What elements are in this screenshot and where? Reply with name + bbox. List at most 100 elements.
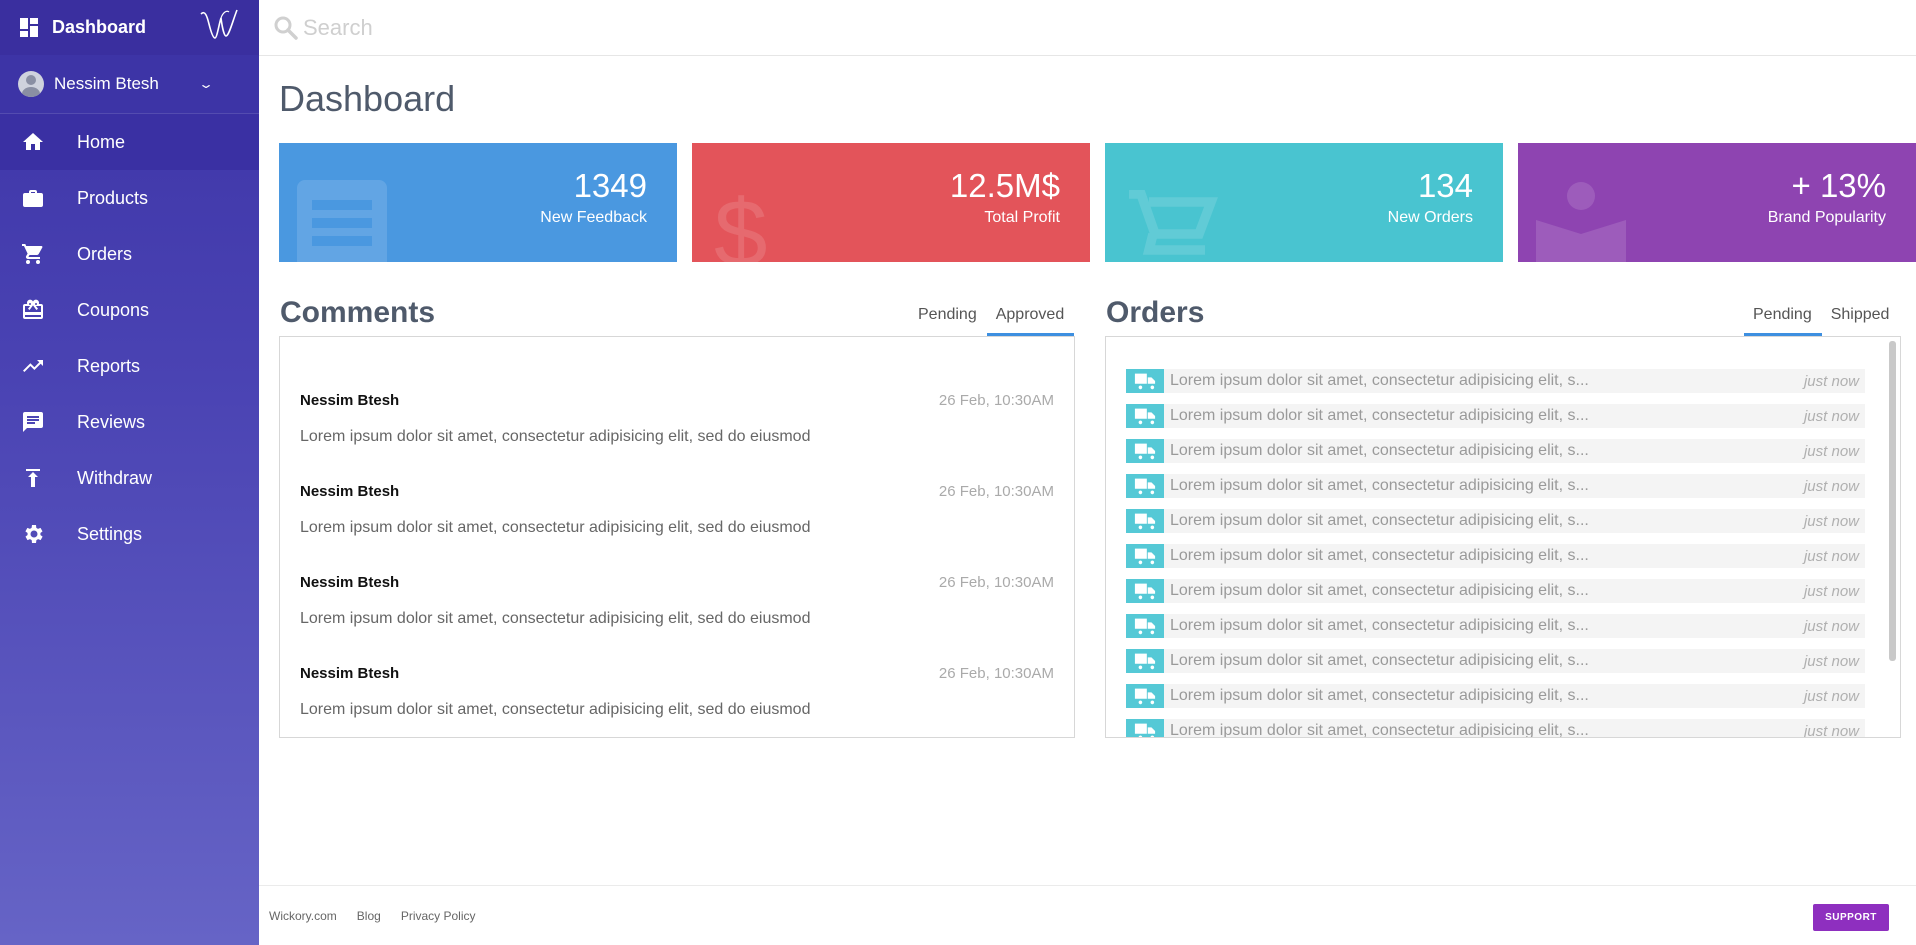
order-time: just now	[1803, 477, 1859, 495]
stat-card-feedback[interactable]: 1349 New Feedback	[279, 143, 677, 262]
sidebar-item-label: Products	[77, 187, 149, 208]
list-item[interactable]: Lorem ipsum dolor sit amet, consectetur …	[1126, 509, 1865, 533]
sidebar-item-home[interactable]: Home	[0, 114, 259, 170]
list-item[interactable]: Lorem ipsum dolor sit amet, consectetur …	[1126, 404, 1865, 428]
person-icon	[1536, 182, 1626, 262]
sidebar-item-label: Coupons	[77, 299, 150, 320]
comment-item: Nessim Btesh 26 Feb, 10:30AM Lorem ipsum…	[300, 665, 1054, 719]
order-time: just now	[1803, 687, 1859, 705]
list-item[interactable]: Lorem ipsum dolor sit amet, consectetur …	[1126, 579, 1865, 603]
sidebar-header: Dashboard	[0, 0, 259, 55]
comments-title: Comments	[280, 296, 436, 329]
briefcase-icon	[20, 185, 46, 211]
stat-value: 12.5M$	[949, 167, 1060, 204]
avatar	[18, 71, 44, 97]
sidebar-item-orders[interactable]: Orders	[0, 226, 259, 282]
order-time: just now	[1803, 547, 1859, 565]
comment-item: Nessim Btesh 26 Feb, 10:30AM Lorem ipsum…	[300, 483, 1054, 537]
tab-shipped[interactable]: Shipped	[1830, 306, 1890, 323]
tab-approved[interactable]: Approved	[986, 302, 1075, 336]
stat-label: New Feedback	[540, 209, 647, 226]
tab-pending[interactable]: Pending	[1744, 302, 1822, 336]
comment-text: Lorem ipsum dolor sit amet, consectetur …	[300, 610, 811, 627]
truck-icon	[1126, 719, 1164, 737]
dashboard-grid-icon	[20, 17, 38, 37]
list-item[interactable]: Lorem ipsum dolor sit amet, consectetur …	[1126, 649, 1865, 673]
stat-label: Total Profit	[984, 209, 1060, 226]
list-item[interactable]: Lorem ipsum dolor sit amet, consectetur …	[1126, 474, 1865, 498]
sidebar-item-withdraw[interactable]: Withdraw	[0, 450, 259, 506]
truck-icon	[1126, 474, 1164, 498]
cart-icon	[1129, 190, 1218, 255]
order-time: just now	[1803, 442, 1859, 460]
sidebar-item-coupons[interactable]: Coupons	[0, 282, 259, 338]
comment-text: Lorem ipsum dolor sit amet, consectetur …	[300, 519, 811, 536]
stat-label: New Orders	[1387, 209, 1473, 226]
sidebar-item-products[interactable]: Products	[0, 170, 259, 226]
list-item[interactable]: Lorem ipsum dolor sit amet, consectetur …	[1126, 439, 1865, 463]
order-time: just now	[1803, 652, 1859, 670]
list-item[interactable]: Lorem ipsum dolor sit amet, consectetur …	[1126, 719, 1865, 737]
stat-value: + 13%	[1791, 167, 1887, 204]
trending-icon	[20, 353, 46, 379]
footer-link-blog[interactable]: Blog	[356, 908, 381, 923]
support-button[interactable]: SUPPORT	[1813, 904, 1889, 931]
user-menu[interactable]: Nessim Btesh ⌄	[0, 55, 259, 114]
order-text: Lorem ipsum dolor sit amet, consectetur …	[1170, 547, 1589, 564]
order-text: Lorem ipsum dolor sit amet, consectetur …	[1170, 442, 1589, 459]
stat-card-popularity[interactable]: + 13% Brand Popularity	[1518, 143, 1916, 262]
comment-text: Lorem ipsum dolor sit amet, consectetur …	[300, 428, 811, 445]
orders-list: Lorem ipsum dolor sit amet, consectetur …	[1105, 336, 1901, 738]
sidebar-item-label: Home	[77, 131, 126, 152]
list-item[interactable]: Lorem ipsum dolor sit amet, consectetur …	[1126, 684, 1865, 708]
stat-card-orders[interactable]: 134 New Orders	[1105, 143, 1503, 262]
main-content: Dashboard 1349 New Feedback $ 12.5M$ Tot…	[259, 0, 1916, 945]
sidebar-nav: Home Products Orders Coupons Reports Rev…	[0, 114, 259, 562]
comment-date: 26 Feb, 10:30AM	[938, 392, 1054, 409]
stat-card-profit[interactable]: $ 12.5M$ Total Profit	[692, 143, 1090, 262]
scrollbar[interactable]	[1889, 341, 1896, 661]
orders-title: Orders	[1106, 296, 1205, 329]
order-text: Lorem ipsum dolor sit amet, consectetur …	[1170, 407, 1589, 424]
footer-link-privacy[interactable]: Privacy Policy	[400, 908, 476, 923]
search-input[interactable]	[303, 14, 703, 41]
comment-item: Nessim Btesh 26 Feb, 10:30AM Lorem ipsum…	[300, 574, 1054, 628]
sidebar-item-label: Reviews	[77, 411, 146, 432]
gift-icon	[20, 297, 46, 323]
list-item[interactable]: Lorem ipsum dolor sit amet, consectetur …	[1126, 544, 1865, 568]
search-bar	[259, 0, 1916, 56]
order-text: Lorem ipsum dolor sit amet, consectetur …	[1170, 652, 1589, 669]
footer-link-wickory[interactable]: Wickory.com	[269, 908, 337, 923]
sidebar-brand[interactable]: Dashboard	[52, 17, 147, 37]
truck-icon	[1126, 369, 1164, 393]
feedback-icon	[297, 180, 387, 262]
order-text: Lorem ipsum dolor sit amet, consectetur …	[1170, 512, 1589, 529]
svg-text:$: $	[714, 180, 767, 262]
comment-author: Nessim Btesh	[300, 483, 400, 500]
truck-icon	[1126, 544, 1164, 568]
tab-pending[interactable]: Pending	[918, 306, 977, 323]
order-time: just now	[1803, 617, 1859, 635]
sidebar-item-settings[interactable]: Settings	[0, 506, 259, 562]
sidebar-item-reviews[interactable]: Reviews	[0, 394, 259, 450]
comments-list: Nessim Btesh 26 Feb, 10:30AM Lorem ipsum…	[279, 336, 1075, 738]
comment-date: 26 Feb, 10:30AM	[938, 574, 1054, 591]
comment-author: Nessim Btesh	[300, 665, 400, 682]
comment-item: Nessim Btesh 26 Feb, 10:30AM Lorem ipsum…	[300, 392, 1054, 446]
order-time: just now	[1803, 582, 1859, 600]
search-icon	[274, 16, 298, 40]
wickory-logo	[200, 9, 238, 39]
list-item[interactable]: Lorem ipsum dolor sit amet, consectetur …	[1126, 369, 1865, 393]
upload-icon	[20, 465, 46, 491]
comments-tabs: Pending Approved	[909, 302, 1074, 336]
truck-icon	[1126, 404, 1164, 428]
order-text: Lorem ipsum dolor sit amet, consectetur …	[1170, 477, 1589, 494]
sidebar-item-label: Settings	[77, 523, 143, 544]
chevron-down-icon[interactable]: ⌄	[197, 77, 215, 91]
dollar-icon: $	[714, 180, 767, 262]
stat-label: Brand Popularity	[1767, 209, 1886, 226]
list-item[interactable]: Lorem ipsum dolor sit amet, consectetur …	[1126, 614, 1865, 638]
sidebar-item-reports[interactable]: Reports	[0, 338, 259, 394]
comment-date: 26 Feb, 10:30AM	[938, 483, 1054, 500]
comment-author: Nessim Btesh	[300, 392, 400, 409]
